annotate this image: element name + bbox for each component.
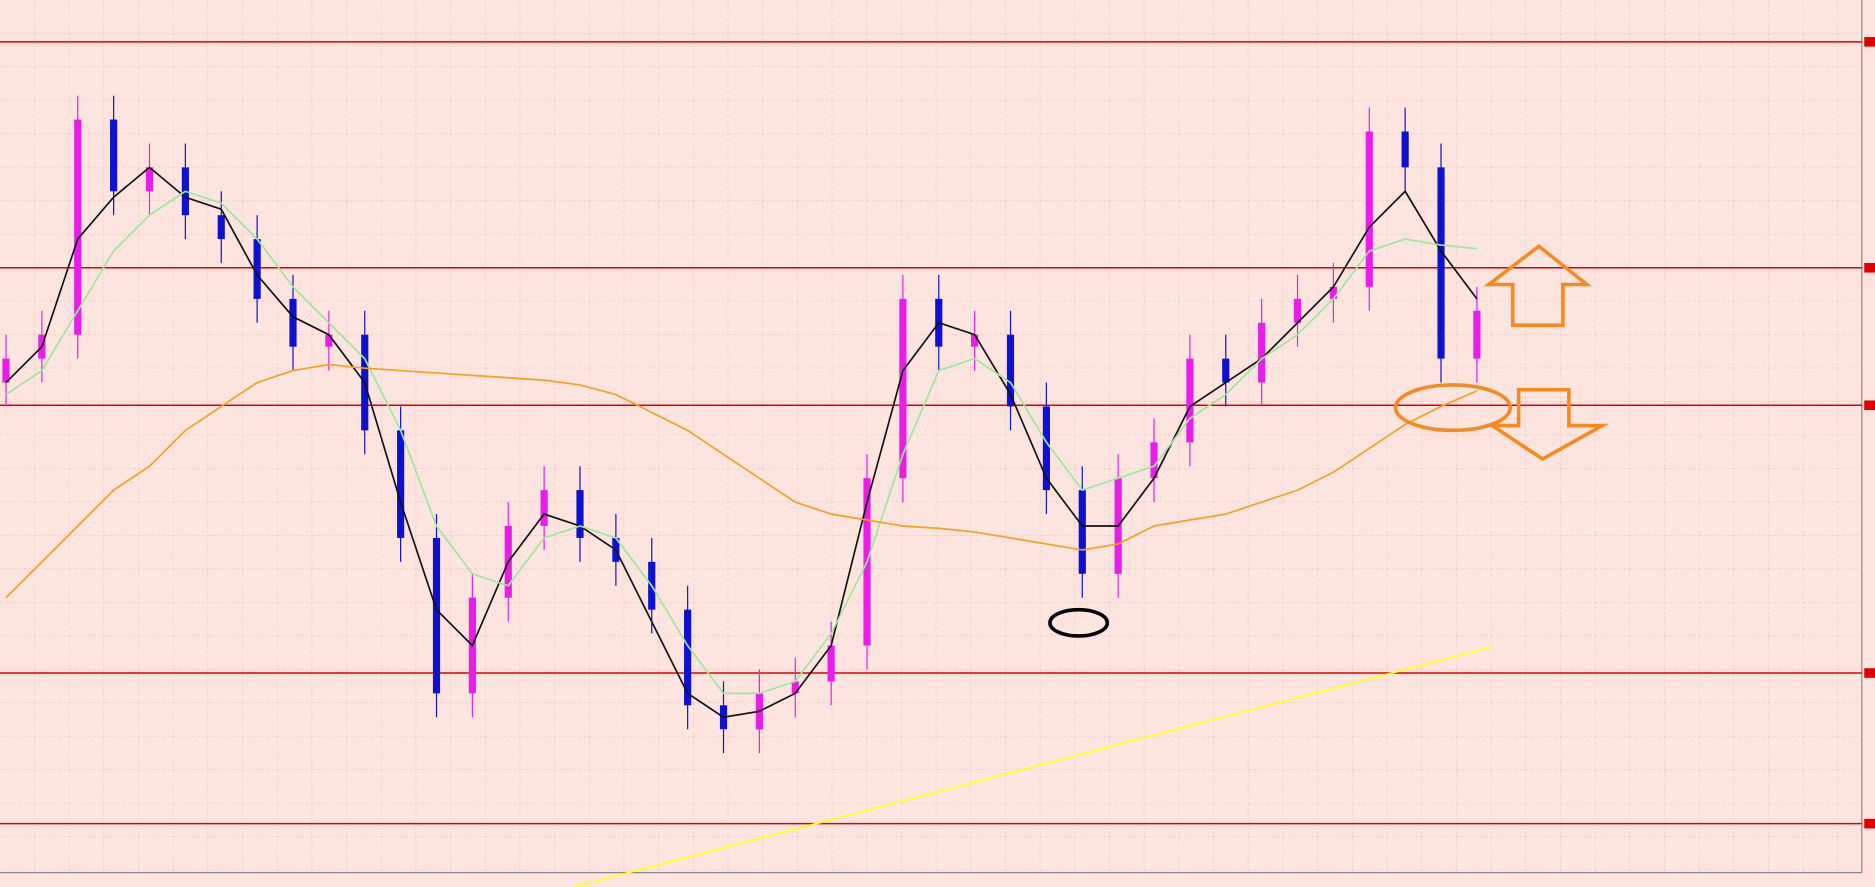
- candle-body: [145, 167, 154, 192]
- moving-average: [5, 166, 1478, 719]
- moving-average: [5, 190, 1478, 695]
- candle-body: [1258, 322, 1266, 383]
- candle-body: [899, 298, 907, 479]
- candle-body: [827, 645, 835, 682]
- grid: [0, 0, 1862, 873]
- candle-body: [1042, 406, 1050, 491]
- candle-body: [432, 537, 441, 694]
- candle-body: [110, 119, 118, 192]
- candle-body: [1150, 442, 1158, 479]
- level-tag: [1864, 400, 1875, 411]
- candle-body: [325, 334, 333, 347]
- candle-body: [1186, 358, 1194, 443]
- candle-body: [684, 609, 692, 706]
- level-tag: [1864, 262, 1875, 273]
- up-arrow: [1483, 243, 1592, 327]
- moving-average: [5, 363, 1478, 599]
- trend-line: [573, 645, 1493, 887]
- candle-body: [791, 681, 799, 694]
- candle-body: [1437, 167, 1445, 359]
- annotation-ellipse: [1393, 383, 1513, 433]
- level-tag: [1864, 668, 1875, 678]
- candle-body: [1365, 131, 1373, 287]
- candle-body: [1006, 334, 1015, 407]
- annotation-ellipse: [1048, 607, 1110, 638]
- candle-body: [1293, 298, 1302, 323]
- annotations: [1048, 243, 1610, 638]
- candle-body: [289, 298, 297, 347]
- candle-body: [1473, 310, 1481, 359]
- candle-body: [971, 334, 979, 347]
- candle-body: [217, 215, 225, 240]
- candle-body: [253, 239, 261, 299]
- candle-body: [397, 430, 405, 538]
- price-axis: [1861, 0, 1875, 887]
- down-arrow: [1486, 387, 1610, 462]
- candle-body: [2, 358, 10, 383]
- candle-body: [540, 490, 548, 526]
- candle-body: [1078, 490, 1086, 574]
- level-tag: [1864, 818, 1875, 829]
- candle-body: [576, 490, 584, 538]
- candle-body: [1401, 131, 1409, 168]
- level-tag: [1864, 37, 1875, 47]
- candle-body: [74, 119, 82, 335]
- candle-body: [1222, 358, 1230, 383]
- candle-body: [1329, 286, 1337, 299]
